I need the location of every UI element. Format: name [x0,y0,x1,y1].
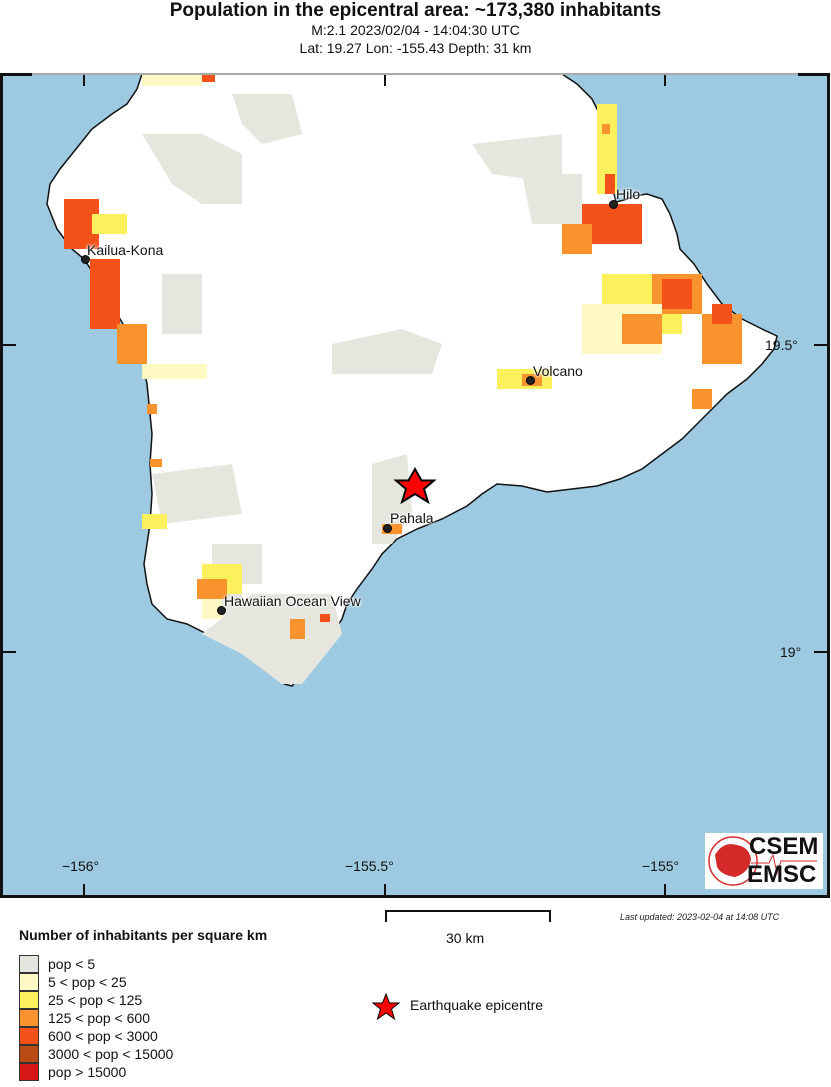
last-updated: Last updated: 2023-02-04 at 14:08 UTC [620,912,780,922]
map-border-right [827,74,830,898]
density-kona [64,199,207,529]
city-label-volcano: Volcano [533,363,583,379]
map-border-bottom [0,895,830,898]
legend-label: 25 < pop < 125 [48,992,143,1008]
lon-tick-label: −155° [642,858,680,874]
logo-text-emsc: EMSC [747,861,817,888]
epicentre-star-icon [393,466,437,505]
island-landmass [46,74,778,687]
logo-text-csem: CSEM [749,833,819,860]
legend-swatch [19,973,39,991]
city-marker-volcano [526,376,535,385]
city-label-pahala: Pahala [390,510,434,526]
legend-swatch [19,1009,39,1027]
map-border-corner [0,73,32,76]
legend-label: 5 < pop < 25 [48,974,127,990]
population-map [2,74,828,896]
event-location: Lat: 19.27 Lon: -155.43 Depth: 31 km [299,40,532,56]
star-icon [371,992,401,1021]
legend-swatch [19,1063,39,1081]
lat-tick-label: 19.5° [765,337,798,353]
city-marker-hilo [609,200,618,209]
scale-bar [385,910,551,922]
density-hilo [562,104,642,254]
lon-tick-label: −155.5° [345,858,394,874]
csem-emsc-logo: CSEM EMSC [705,833,823,889]
island-map-svg [2,74,828,896]
density-ocean-view [142,74,402,639]
epicentre-legend-label: Earthquake epicentre [410,997,544,1013]
map-border-top [2,73,828,75]
event-info: M:2.1 2023/02/04 - 14:04:30 UTC [311,22,520,38]
city-marker-hawaiian-ocean-view [217,606,226,615]
map-title: Population in the epicentral area: ~173,… [169,0,662,21]
globe-icon [708,836,817,886]
legend-swatch [19,991,39,1009]
axis-ticks [2,74,828,896]
map-border-left [0,74,3,898]
legend-swatch [19,1027,39,1045]
scale-label: 30 km [446,930,485,946]
legend-label: pop > 15000 [48,1064,127,1080]
legend-swatch [19,955,39,973]
legend-label: 600 < pop < 3000 [48,1028,158,1044]
city-marker-pahala [383,524,392,533]
legend-title: Number of inhabitants per square km [19,927,268,943]
legend-label: pop < 5 [48,956,96,972]
density-puna [582,274,742,409]
legend-label: 3000 < pop < 15000 [48,1046,174,1062]
legend-swatch [19,1045,39,1063]
city-label-hawaiian-ocean-view: Hawaiian Ocean View [224,593,361,609]
lat-tick-label: 19° [780,644,802,660]
city-label-hilo: Hilo [616,186,641,202]
map-border-corner [798,73,830,76]
city-marker-kailua-kona [81,255,90,264]
lon-tick-label: −156° [62,858,100,874]
legend-label: 125 < pop < 600 [48,1010,150,1026]
city-label-kailua-kona: Kailua-Kona [87,242,164,258]
